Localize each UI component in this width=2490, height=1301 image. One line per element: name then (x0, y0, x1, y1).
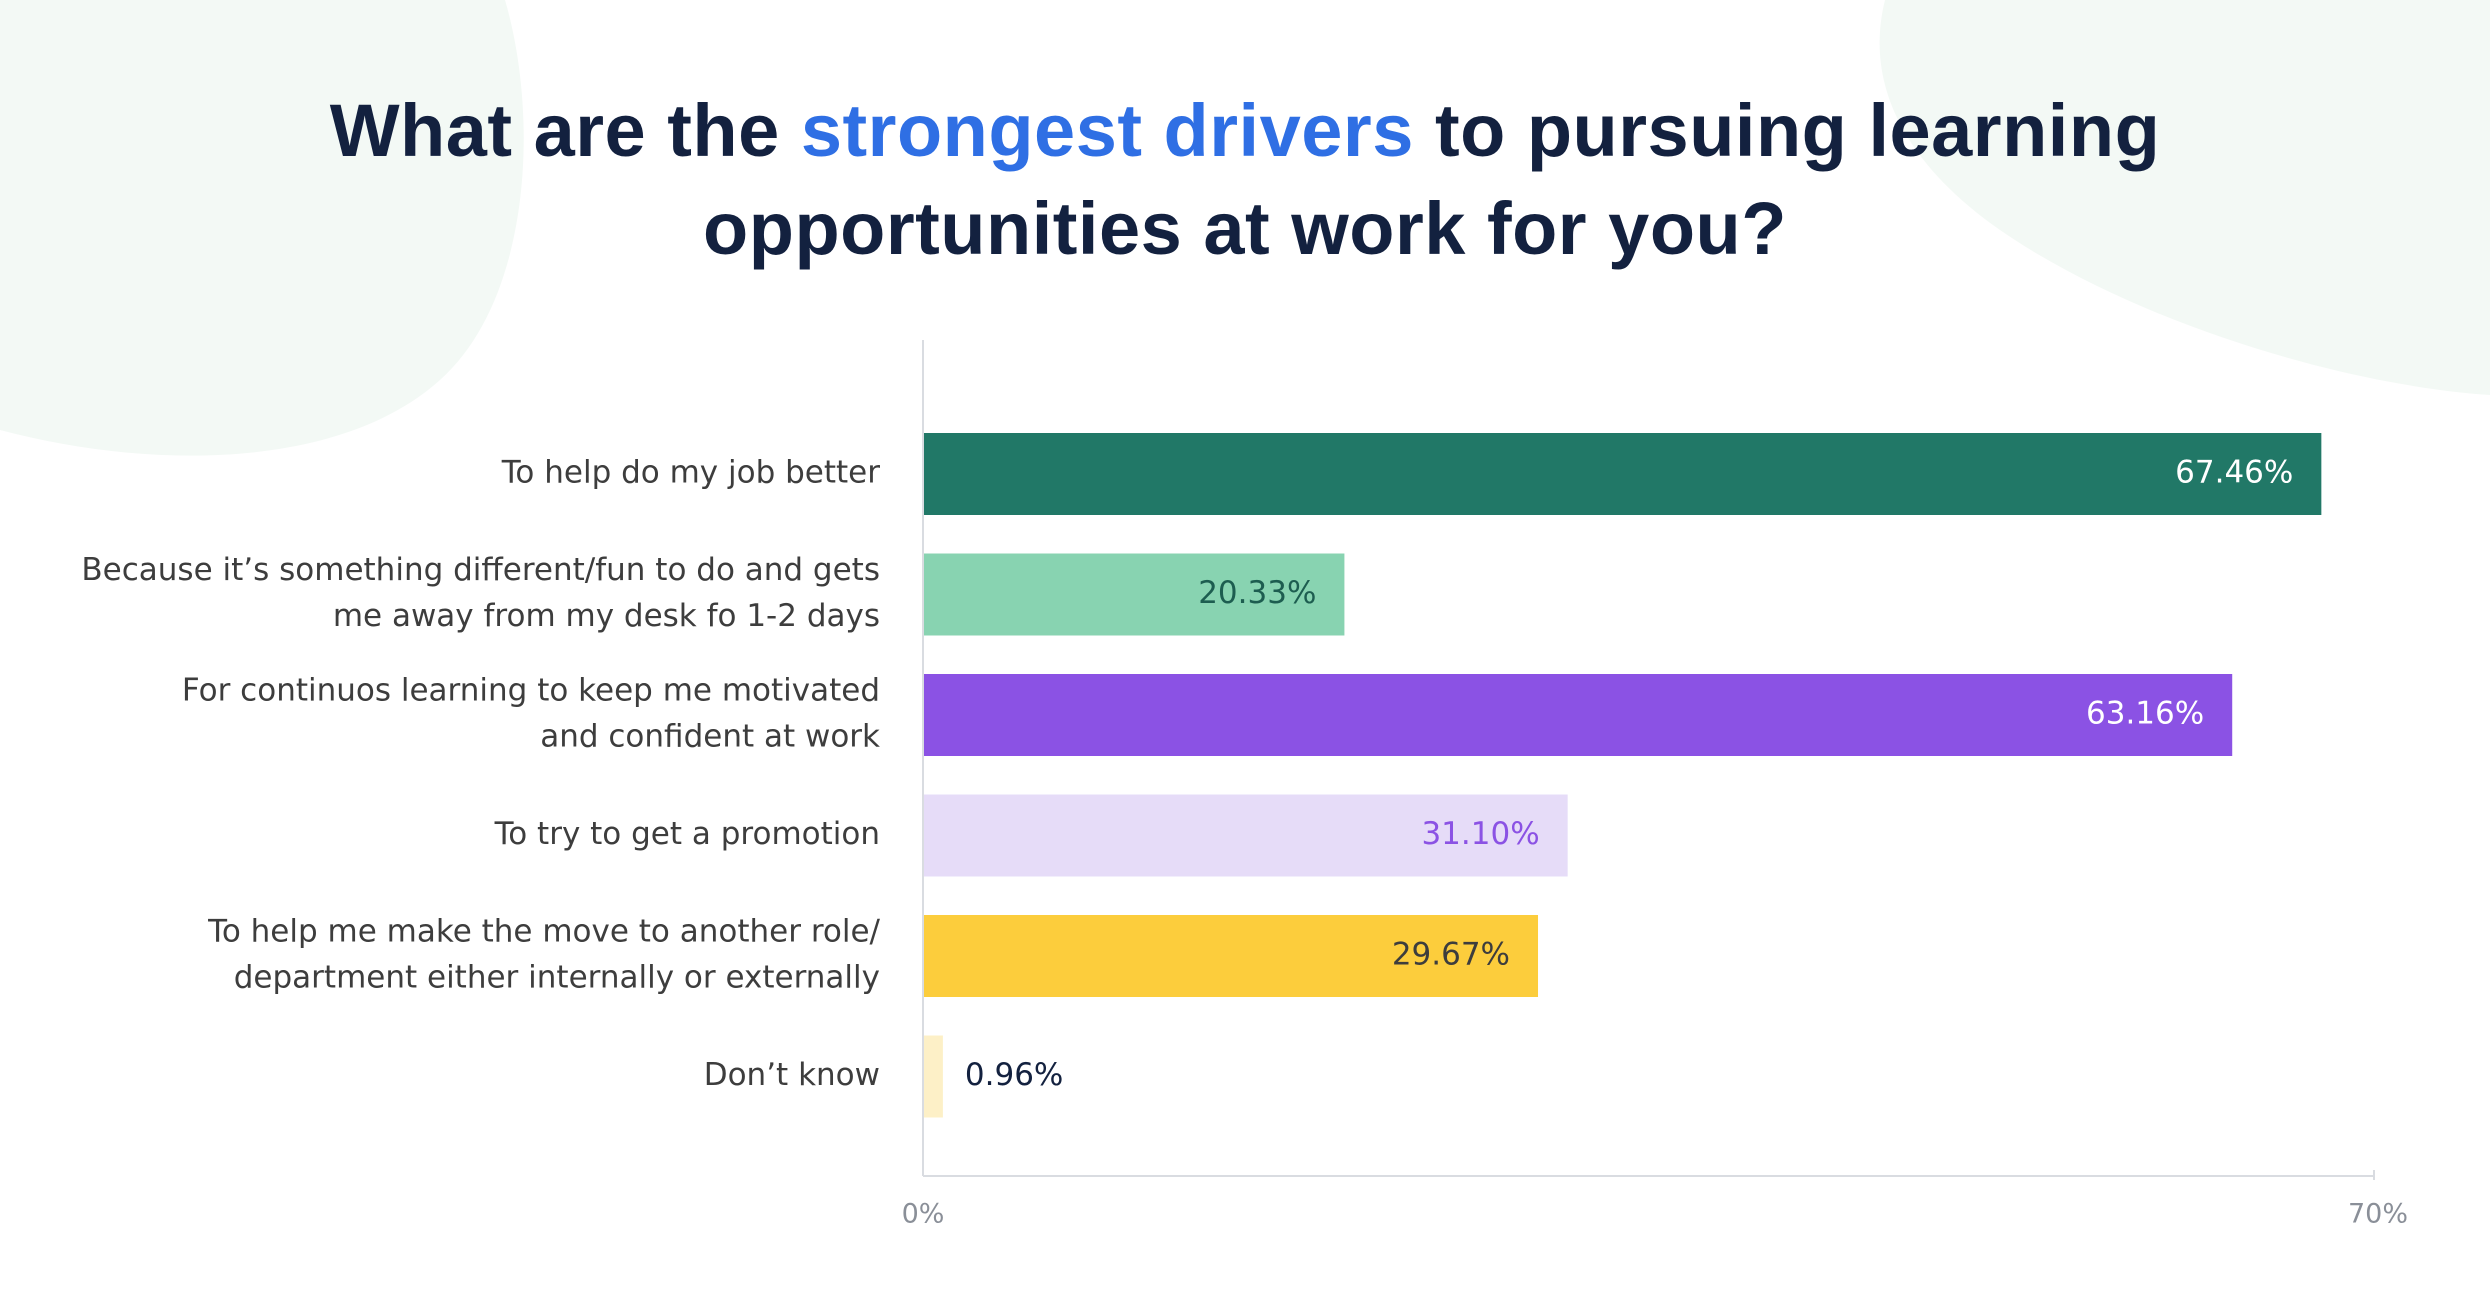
title-text-part1: What are the (329, 89, 801, 172)
category-label-4-line-1: To try to get a promotion (494, 816, 880, 852)
chart-title: What are the strongest drivers to pursui… (0, 82, 2490, 278)
category-label-5-line-2: department either internally or external… (234, 960, 880, 996)
bar-4 (924, 794, 1568, 877)
background-blob-left (0, 0, 524, 456)
value-label-1: 67.46% (2175, 455, 2293, 491)
category-label-5-line-1: To help me make the move to another role… (207, 914, 880, 950)
value-label-2: 20.33% (1198, 575, 1316, 611)
bar-1 (924, 433, 2322, 515)
category-label-2-line-2: me away from my desk fo 1-2 days (333, 598, 880, 634)
title-text-line2: opportunities at work for you? (703, 187, 1787, 270)
x-tick-label-min: 0% (902, 1199, 945, 1230)
title-highlight: strongest drivers (800, 89, 1414, 172)
bar-3 (924, 674, 2233, 756)
value-label-5: 29.67% (1392, 937, 1510, 973)
title-text-part2: to pursuing learning (1413, 89, 2161, 172)
category-label-3-line-1: For continuos learning to keep me motiva… (182, 673, 880, 709)
value-label-3: 63.16% (2086, 696, 2204, 732)
value-label-6: 0.96% (965, 1057, 1063, 1093)
category-label-6-line-1: Don’t know (704, 1057, 880, 1093)
background-blob-right (1879, 0, 2490, 395)
x-tick-label-max: 70% (2348, 1199, 2408, 1230)
category-label-2-line-1: Because it’s something different/fun to … (81, 552, 880, 588)
bar-6 (924, 1035, 943, 1118)
bar-2 (924, 553, 1345, 636)
category-label-3-line-2: and confident at work (540, 719, 880, 755)
bar-5 (924, 915, 1539, 997)
value-label-4: 31.10% (1421, 816, 1539, 852)
category-label-1-line-1: To help do my job better (501, 455, 880, 491)
